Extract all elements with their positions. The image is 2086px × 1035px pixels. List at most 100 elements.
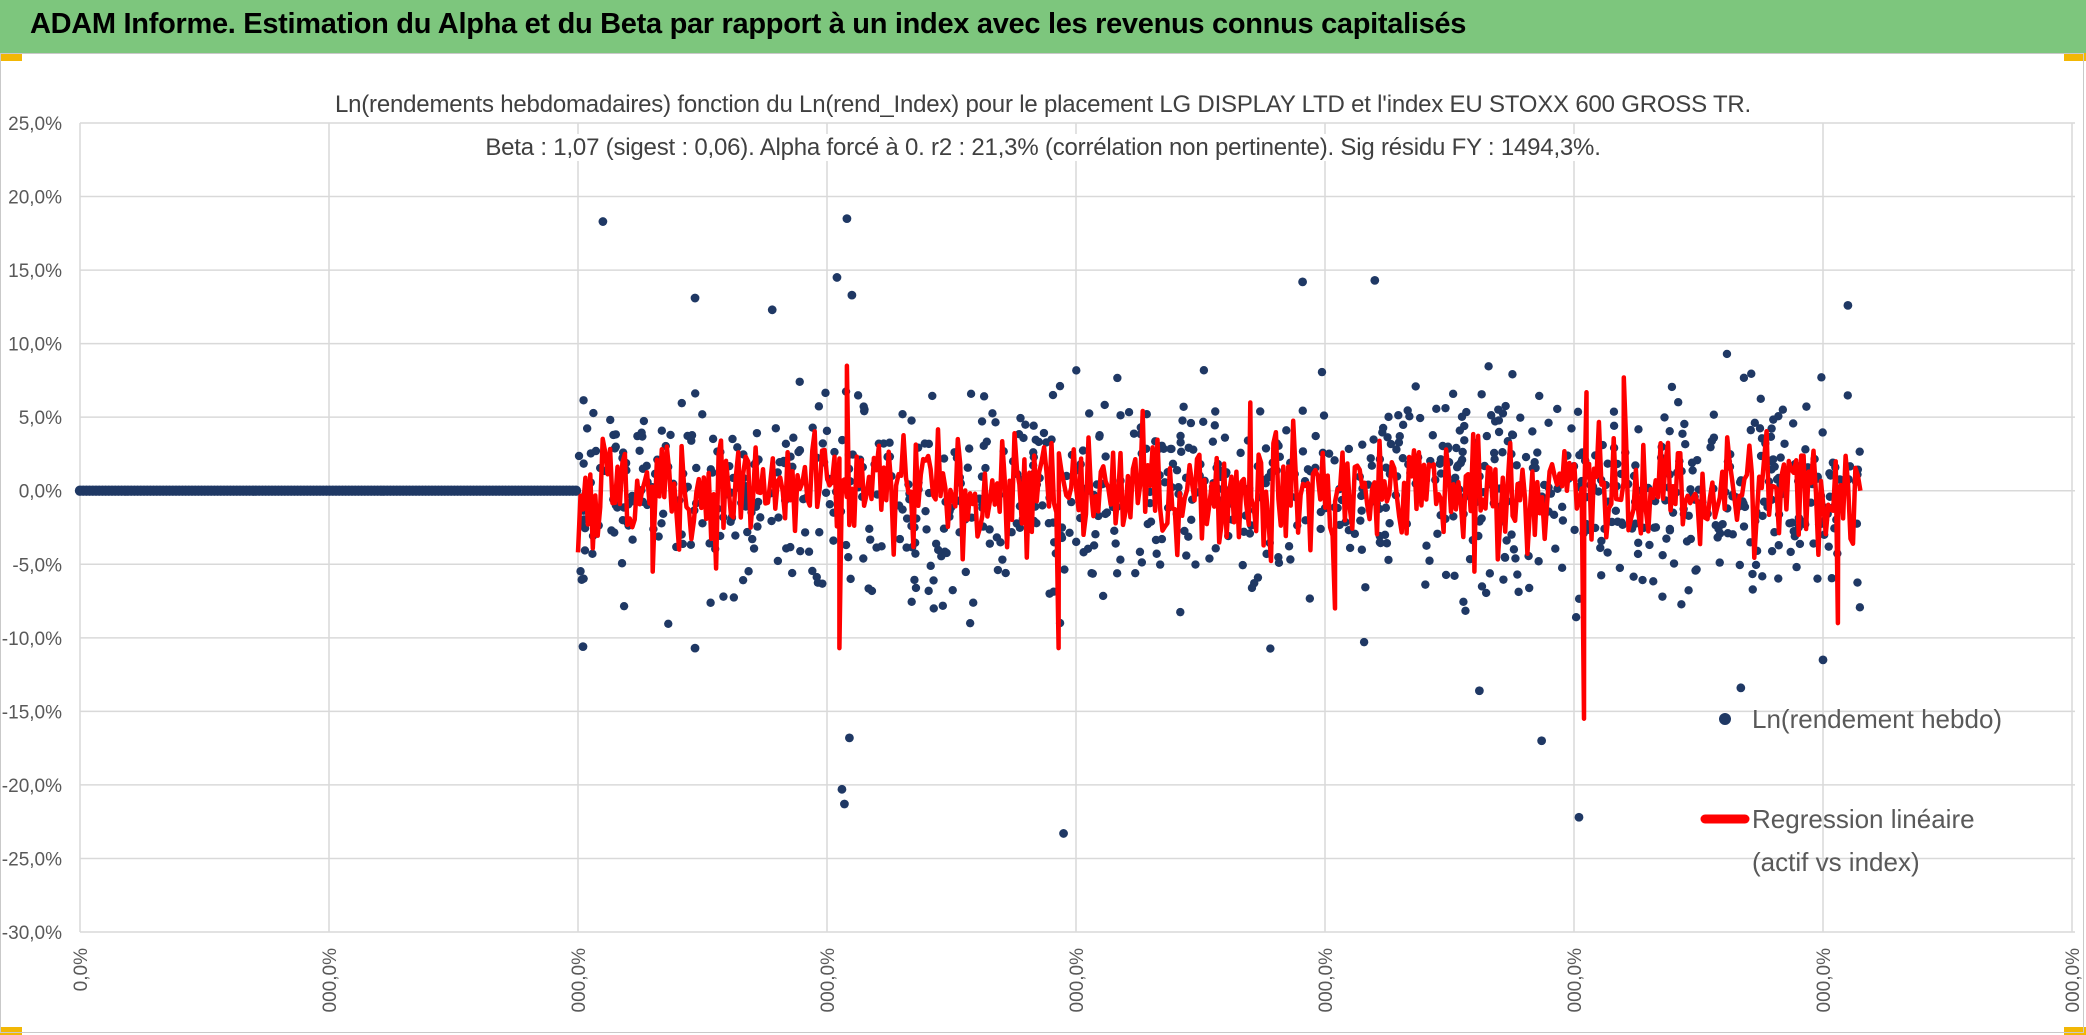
data-point xyxy=(907,416,916,425)
data-point xyxy=(1381,503,1391,512)
data-point xyxy=(1367,461,1377,470)
data-point xyxy=(1677,600,1686,609)
data-point xyxy=(1179,402,1188,411)
data-point xyxy=(617,559,627,568)
data-point xyxy=(579,574,588,583)
data-point xyxy=(1205,554,1214,563)
data-point xyxy=(1394,411,1403,420)
data-point xyxy=(698,519,707,528)
data-point xyxy=(1220,433,1230,442)
y-tick-label: -25,0% xyxy=(2,849,62,870)
data-point xyxy=(1824,542,1833,551)
data-point xyxy=(931,539,941,548)
data-point xyxy=(1485,569,1495,578)
data-point xyxy=(1513,570,1522,579)
data-point xyxy=(1609,407,1619,416)
data-point xyxy=(1284,542,1294,551)
data-point xyxy=(898,409,907,419)
data-point xyxy=(1460,436,1469,445)
y-tick-label: 15,0% xyxy=(8,261,62,282)
data-point xyxy=(1681,440,1690,449)
data-point xyxy=(979,392,989,401)
data-point xyxy=(1038,501,1047,510)
data-point xyxy=(1357,491,1366,501)
data-point xyxy=(1155,560,1165,569)
data-point xyxy=(1817,373,1826,382)
data-point xyxy=(1512,461,1521,470)
data-point xyxy=(911,549,920,558)
data-point xyxy=(686,540,696,549)
data-point xyxy=(1012,519,1021,528)
data-point xyxy=(1211,407,1220,416)
data-point xyxy=(1261,444,1271,453)
data-point xyxy=(782,544,791,553)
data-point xyxy=(1575,450,1584,460)
data-point xyxy=(977,417,987,426)
data-point xyxy=(902,543,911,552)
data-point xyxy=(1650,523,1659,532)
data-point xyxy=(1718,519,1727,529)
data-point xyxy=(1682,537,1692,546)
data-point xyxy=(1001,568,1010,578)
chart-subtitle-text: Beta : 1,07 (sigest : 0,06). Alpha forcé… xyxy=(479,134,1607,161)
data-point xyxy=(1239,527,1249,537)
data-point xyxy=(1474,686,1484,696)
x-tick-label: 000,0% xyxy=(320,948,341,1013)
data-point xyxy=(1456,458,1465,468)
legend-label-points: Ln(rendement hebdo) xyxy=(1752,704,2003,734)
data-point xyxy=(1382,539,1392,548)
data-point xyxy=(1660,413,1669,422)
data-point xyxy=(1633,549,1643,559)
data-point xyxy=(1102,508,1112,517)
data-point xyxy=(1774,541,1783,550)
data-point xyxy=(677,398,686,408)
data-point xyxy=(1511,554,1520,563)
data-point xyxy=(1112,569,1122,578)
data-point xyxy=(767,305,777,315)
data-point xyxy=(1176,607,1185,617)
data-point xyxy=(589,408,598,418)
data-point xyxy=(1802,402,1811,411)
data-point xyxy=(804,547,814,556)
data-point xyxy=(1461,606,1470,615)
data-point xyxy=(1709,410,1719,419)
data-point xyxy=(1101,452,1110,461)
data-point xyxy=(1709,433,1719,442)
data-point xyxy=(818,439,827,448)
data-point xyxy=(902,514,912,523)
data-point xyxy=(1045,589,1054,598)
data-point xyxy=(781,439,791,448)
data-point xyxy=(1433,529,1442,538)
data-point xyxy=(690,293,700,303)
data-point xyxy=(1356,516,1365,525)
data-point xyxy=(1477,582,1487,591)
data-point xyxy=(1825,469,1834,478)
data-point xyxy=(1551,544,1560,553)
data-point xyxy=(846,574,855,584)
data-point xyxy=(1557,563,1567,573)
data-point xyxy=(1116,411,1125,420)
data-point xyxy=(1116,555,1125,564)
data-point xyxy=(1247,583,1257,593)
data-point xyxy=(1432,404,1441,413)
data-point xyxy=(1596,543,1605,553)
data-point xyxy=(1785,519,1794,528)
data-point xyxy=(1516,413,1525,422)
data-point xyxy=(1818,655,1828,665)
x-tick-label: 000,0% xyxy=(569,948,590,1013)
data-point xyxy=(808,566,817,576)
data-point xyxy=(1759,497,1769,506)
data-point xyxy=(922,525,931,534)
data-point xyxy=(1088,569,1097,578)
data-point xyxy=(1713,533,1722,542)
data-point xyxy=(825,500,835,509)
data-point xyxy=(1678,429,1687,438)
data-point xyxy=(928,391,937,401)
data-point xyxy=(1459,597,1468,607)
data-point xyxy=(966,389,976,399)
data-point xyxy=(1751,560,1761,570)
data-point xyxy=(921,506,930,516)
data-point xyxy=(1039,428,1049,438)
data-point xyxy=(1450,571,1459,581)
data-point xyxy=(929,604,938,613)
